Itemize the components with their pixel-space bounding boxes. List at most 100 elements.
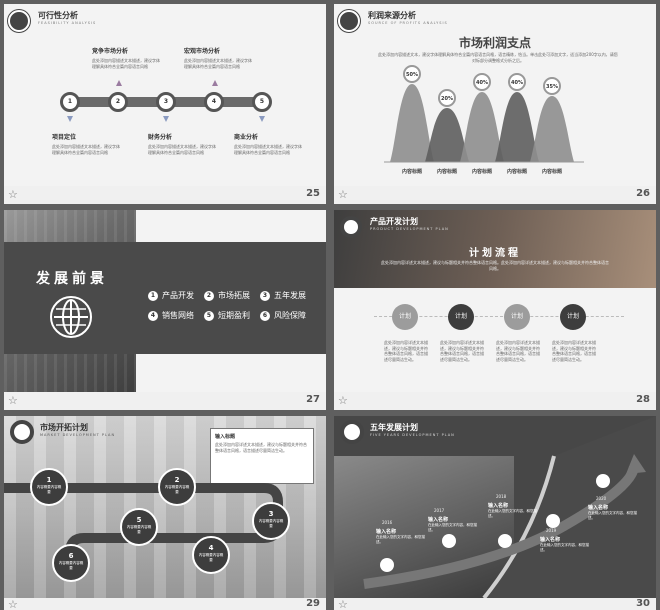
number-badge: 6 <box>260 310 270 321</box>
item-label: 五年发展 <box>274 291 306 300</box>
year-label-2018: 2018 <box>496 494 507 499</box>
category-label: 内容标题 <box>402 168 423 175</box>
market-node-6[interactable]: 6 内容概要内容概要 <box>52 544 90 582</box>
slide-29[interactable]: 市场开拓计划 MARKET DEVELOPMENT PLAN 输入标题 此处添加… <box>4 416 326 598</box>
item-1[interactable]: 1 产品开发 <box>148 290 194 301</box>
year-label-2017: 2017 <box>434 508 445 513</box>
slide-27-footer: ☆ 27 <box>4 392 326 410</box>
value-label: 35% <box>546 84 558 90</box>
plan-step-2[interactable]: 计划 <box>448 304 474 330</box>
calendar-icon <box>380 558 394 572</box>
peak-1 <box>390 84 434 162</box>
star-icon[interactable]: ☆ <box>338 394 348 407</box>
page-number: 25 <box>306 188 320 199</box>
value-marker <box>438 89 456 107</box>
milestone-2017[interactable]: 输入名称 在此输入您的文字内容，和您描述。 <box>428 517 477 532</box>
slide-30[interactable]: 五年发展计划 FIVE YEARS DEVELOPMENT PLAN 2016 … <box>334 416 656 598</box>
slide-title: 产品开发计划 <box>370 217 418 226</box>
value-marker <box>543 77 561 95</box>
dashed-line <box>374 316 624 317</box>
value-label: 40% <box>476 80 488 86</box>
item-2[interactable]: 2 市场拓展 <box>204 290 250 301</box>
market-node-5[interactable]: 5 内容概要内容概要 <box>120 508 158 546</box>
globe-icon <box>340 420 364 444</box>
slide-title: 市场开拓计划 <box>40 423 88 432</box>
globe-icon <box>50 296 92 338</box>
item-6[interactable]: 6 风险保障 <box>260 310 306 321</box>
milestone-2019[interactable]: 输入名称 在此输入您的文字内容，和您描述。 <box>540 537 589 552</box>
value-label: 20% <box>441 96 453 102</box>
step-node-4: 4 <box>204 92 224 112</box>
curve-overlay <box>363 416 656 598</box>
slide-27[interactable]: 发展前景 1 产品开发 2 市场拓展 3 五年发展 4 销售网络 5 短期盈利 … <box>4 210 326 392</box>
plan-step-4[interactable]: 计划 <box>560 304 586 330</box>
laptop-photo-banner <box>334 210 656 288</box>
item-3[interactable]: 3 五年发展 <box>260 290 306 301</box>
arrow-up-icon <box>212 80 218 86</box>
person-icon <box>338 10 360 32</box>
item-5[interactable]: 5 短期盈利 <box>204 310 250 321</box>
peak-5 <box>530 96 574 162</box>
slide-26[interactable]: 利润来源分析 SOURCE OF PROFITS ANALYSIS 市场利润支点… <box>334 4 656 186</box>
market-node-2[interactable]: 2 内容概要内容概要 <box>158 468 196 506</box>
slide-25-footer: ☆ 25 <box>4 186 326 204</box>
number-badge: 4 <box>148 310 158 321</box>
item-4[interactable]: 4 销售网络 <box>148 310 194 321</box>
value-marker <box>473 73 491 91</box>
plan-step-1[interactable]: 计划 <box>392 304 418 330</box>
milestone-2020[interactable]: 输入名称 在此输入您的文字内容，和您描述。 <box>588 505 637 520</box>
paperplane-icon <box>596 474 610 488</box>
step-node-5: 5 <box>252 92 272 112</box>
market-node-4[interactable]: 4 内容概要内容概要 <box>192 536 230 574</box>
chart-description: 此处添加内容描述文本，建议字体理解具体符合全篇内容语言风格，语言精练，恰当。单击… <box>378 52 618 63</box>
star-icon[interactable]: ☆ <box>8 598 18 610</box>
peak-chart: 50% 内容标题 20% 内容标题 40% 内容标题 40% 内容标题 35% 内容标题 <box>384 65 584 175</box>
number-badge: 1 <box>148 290 158 301</box>
plan-step-3[interactable]: 计划 <box>504 304 530 330</box>
slide-28-footer: ☆ 28 <box>334 392 656 410</box>
slide-29-footer: ☆ 29 <box>4 598 326 610</box>
peak-4 <box>495 92 539 162</box>
star-icon[interactable]: ☆ <box>338 598 348 610</box>
slide-25[interactable]: 可行性分析 FEASIBILITY ANALYSIS 竞争市场分析 此处添加内容… <box>4 4 326 186</box>
refresh-icon <box>498 534 512 548</box>
step-text-1: 此处添加内容详述文本描述，建议与标题相关并符合整体语言风格，语言描述尽量简洁生动… <box>384 340 428 362</box>
chart-heading: 市场利润支点 <box>458 36 531 50</box>
bottom-text-2: 财务分析 此处添加内容描述文本描述，建议字体理解具体符合全篇内容语言风格 <box>148 134 216 155</box>
arrow-down-icon <box>259 116 265 122</box>
milestone-2018[interactable]: 输入名称 在此输入您的文字内容，和您描述。 <box>488 503 537 518</box>
bottom-text-1: 项目定位 此处添加内容描述文本描述，建议字体理解具体符合全篇内容语言风格 <box>52 134 120 155</box>
item-label: 短期盈利 <box>218 311 250 320</box>
market-node-3[interactable]: 3 内容概要内容概要 <box>252 502 290 540</box>
step-node-3: 3 <box>156 92 176 112</box>
year-label-2020: 2020 <box>596 496 607 501</box>
person-icon <box>8 10 30 32</box>
item-label: 市场拓展 <box>218 291 250 300</box>
page-number: 27 <box>306 394 320 405</box>
milestone-2016[interactable]: 输入名称 在此输入您的文字内容，和您描述。 <box>376 529 425 544</box>
star-icon[interactable]: ☆ <box>8 394 18 407</box>
top-text-1: 竞争市场分析 此处添加内容描述文本描述，建议字体理解具体符合全篇内容语言风格 <box>92 48 160 69</box>
page-number: 26 <box>636 188 650 199</box>
step-node-2: 2 <box>108 92 128 112</box>
star-icon[interactable]: ☆ <box>338 188 348 201</box>
value-marker <box>403 65 421 83</box>
top-text-2: 宏观市场分析 此处添加内容描述文本描述，建议字体理解具体符合全篇内容语言风格 <box>184 48 252 69</box>
value-label: 50% <box>406 72 418 78</box>
number-badge: 3 <box>260 290 270 301</box>
step-text-3: 此处添加内容详述文本描述，建议与标题相关并符合整体语言风格，语言描述尽量简洁生动… <box>496 340 540 362</box>
slide-subtitle: FIVE YEARS DEVELOPMENT PLAN <box>370 433 455 437</box>
category-label: 内容标题 <box>472 168 493 175</box>
step-text-2: 此处添加内容详述文本描述，建议与标题相关并符合整体语言风格，语言描述尽量简洁生动… <box>440 340 484 362</box>
slide-title: 可行性分析 <box>38 11 78 20</box>
market-node-1[interactable]: 1 内容概要内容概要 <box>30 468 68 506</box>
star-icon[interactable]: ☆ <box>8 188 18 201</box>
slide-subtitle: SOURCE OF PROFITS ANALYSIS <box>368 21 448 25</box>
item-label: 产品开发 <box>162 291 194 300</box>
text-box: 输入标题 此处添加内容详述文本描述，建议与标题相关并符合整体语言风格，语言描述尽… <box>210 428 314 484</box>
slide-30-footer: ☆ 30 <box>334 598 656 610</box>
step-text-4: 此处添加内容详述文本描述，建议与标题相关并符合整体语言风格，语言描述尽量简洁生动… <box>552 340 596 362</box>
slide-title: 发展前景 <box>36 271 108 287</box>
slide-28[interactable]: 产品开发计划 PRODUCT DEVELOPMENT PLAN 计划流程 此处添… <box>334 210 656 392</box>
arrow-down-icon <box>67 116 73 122</box>
